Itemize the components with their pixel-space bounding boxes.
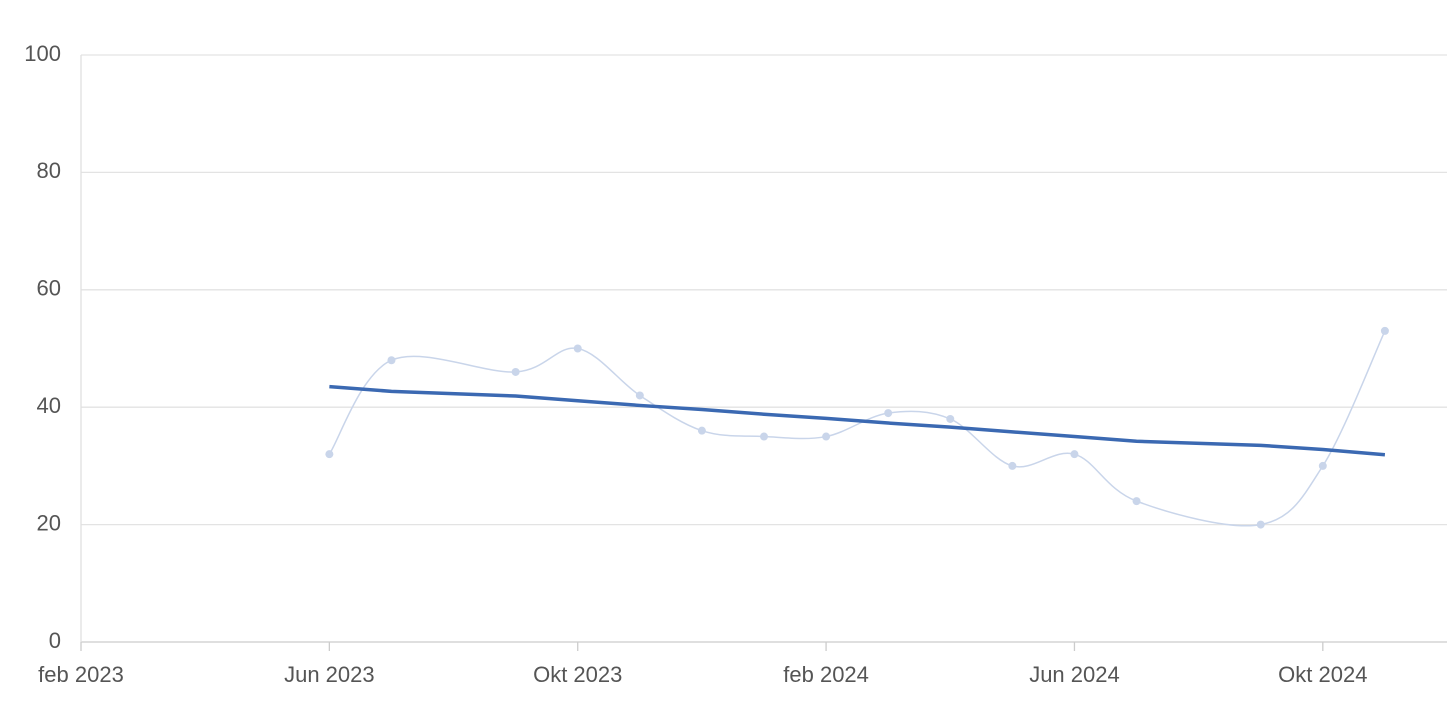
- data-point: [1008, 461, 1017, 470]
- data-point: [946, 414, 955, 423]
- y-tick-label: 80: [37, 158, 61, 183]
- y-tick-label: 60: [37, 276, 61, 301]
- data-point: [884, 409, 893, 418]
- data-point: [387, 356, 396, 365]
- x-tick-label: feb 2024: [783, 662, 869, 687]
- y-tick-label: 0: [49, 628, 61, 653]
- y-tick-label: 100: [24, 41, 61, 66]
- data-point: [697, 426, 706, 435]
- data-point: [1256, 520, 1265, 529]
- x-tick-label: Jun 2023: [284, 662, 375, 687]
- y-tick-label: 40: [37, 393, 61, 418]
- data-point: [1380, 326, 1389, 335]
- data-line: [328, 330, 1386, 527]
- x-tick-label: feb 2023: [38, 662, 124, 687]
- data-point: [1070, 450, 1079, 459]
- y-tick-label: 20: [37, 510, 61, 535]
- data-point: [635, 391, 644, 400]
- data-point: [822, 432, 831, 441]
- data-point: [511, 367, 520, 376]
- x-tick-label: Jun 2024: [1029, 662, 1120, 687]
- x-tick-label: Okt 2024: [1278, 662, 1367, 687]
- data-point: [760, 432, 768, 441]
- trend-line: [329, 384, 1386, 457]
- x-tick-label: Okt 2023: [533, 662, 622, 687]
- data-point: [1318, 461, 1327, 470]
- data-point: [1132, 497, 1141, 506]
- data-point: [573, 344, 582, 353]
- data-point: [325, 450, 334, 459]
